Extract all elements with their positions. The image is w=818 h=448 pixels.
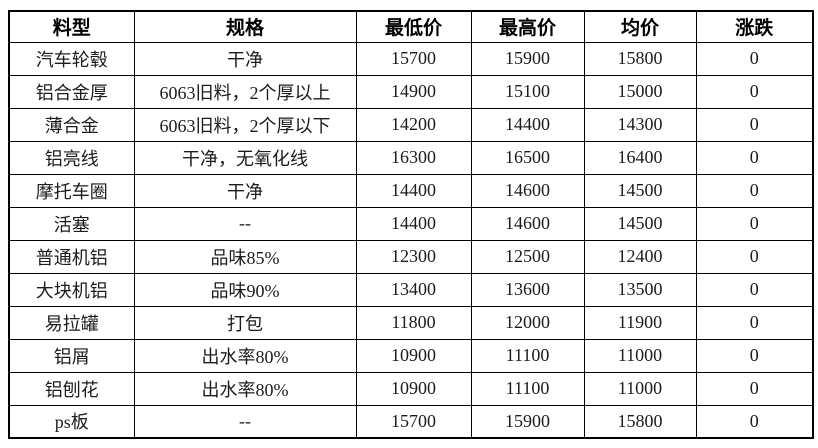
cell-min_price: 13400 (355, 272, 472, 307)
cell-material: 铝合金厚 (8, 74, 135, 109)
cell-max_price: 15900 (470, 41, 585, 76)
table-row: 易拉罐 打包 11800 12000 11900 0 (8, 305, 814, 340)
cell-max_price: 14400 (470, 107, 585, 142)
cell-min_price: 11800 (355, 305, 472, 340)
table-body: 汽车轮毂 干净 15700 15900 15800 0 铝合金厚 6063旧料，2个厚以上 14… (8, 41, 814, 439)
cell-max_price: 14600 (470, 206, 585, 241)
cell-avg_price: 11000 (583, 338, 697, 373)
cell-material: 普通机铝 (8, 239, 135, 274)
table-row: 铝合金厚 6063旧料，2个厚以上 14900 15100 15000 0 (8, 74, 814, 109)
cell-spec: 6063旧料，2个厚以下 (133, 107, 357, 142)
cell-material: 铝刨花 (8, 371, 135, 406)
cell-change: 0 (695, 272, 814, 307)
header-row: 料型 规格 最低价 最高价 均价 涨跌 (8, 10, 814, 43)
cell-avg_price: 11000 (583, 371, 697, 406)
cell-material: 铝屑 (8, 338, 135, 373)
cell-avg_price: 15800 (583, 41, 697, 76)
cell-min_price: 16300 (355, 140, 472, 175)
cell-change: 0 (695, 140, 814, 175)
cell-min_price: 14400 (355, 173, 472, 208)
cell-min_price: 14400 (355, 206, 472, 241)
cell-change: 0 (695, 173, 814, 208)
table-row: 普通机铝 品味85% 12300 12500 12400 0 (8, 239, 814, 274)
column-header-avg_price: 均价 (583, 10, 697, 43)
table-row: 铝刨花 出水率80% 10900 11100 11000 0 (8, 371, 814, 406)
cell-spec: 干净，无氧化线 (133, 140, 357, 175)
cell-spec: 6063旧料，2个厚以上 (133, 74, 357, 109)
cell-spec: 干净 (133, 41, 357, 76)
cell-material: 易拉罐 (8, 305, 135, 340)
cell-material: 薄合金 (8, 107, 135, 142)
cell-change: 0 (695, 239, 814, 274)
cell-spec: -- (133, 206, 357, 241)
cell-material: ps板 (8, 404, 135, 439)
table-row: 薄合金 6063旧料，2个厚以下 14200 14400 14300 0 (8, 107, 814, 142)
cell-max_price: 15100 (470, 74, 585, 109)
cell-change: 0 (695, 107, 814, 142)
cell-min_price: 14900 (355, 74, 472, 109)
cell-max_price: 11100 (470, 371, 585, 406)
cell-max_price: 16500 (470, 140, 585, 175)
cell-change: 0 (695, 404, 814, 439)
price-table: 料型 规格 最低价 最高价 均价 涨跌 汽车轮毂 干净 15700 15900 15800 0 铝合金… (8, 10, 814, 439)
cell-min_price: 14200 (355, 107, 472, 142)
table-row: 铝亮线 干净，无氧化线 16300 16500 16400 0 (8, 140, 814, 175)
cell-spec: -- (133, 404, 357, 439)
table-row: 活塞 -- 14400 14600 14500 0 (8, 206, 814, 241)
cell-min_price: 12300 (355, 239, 472, 274)
column-header-spec: 规格 (133, 10, 357, 43)
cell-avg_price: 15000 (583, 74, 697, 109)
cell-spec: 打包 (133, 305, 357, 340)
cell-material: 活塞 (8, 206, 135, 241)
cell-change: 0 (695, 305, 814, 340)
cell-max_price: 12000 (470, 305, 585, 340)
cell-avg_price: 14500 (583, 173, 697, 208)
cell-max_price: 12500 (470, 239, 585, 274)
cell-max_price: 15900 (470, 404, 585, 439)
column-header-change: 涨跌 (695, 10, 814, 43)
cell-spec: 品味90% (133, 272, 357, 307)
cell-change: 0 (695, 371, 814, 406)
cell-min_price: 15700 (355, 404, 472, 439)
cell-material: 摩托车圈 (8, 173, 135, 208)
cell-avg_price: 16400 (583, 140, 697, 175)
cell-max_price: 13600 (470, 272, 585, 307)
table-row: 摩托车圈 干净 14400 14600 14500 0 (8, 173, 814, 208)
table-row: 大块机铝 品味90% 13400 13600 13500 0 (8, 272, 814, 307)
cell-avg_price: 13500 (583, 272, 697, 307)
cell-material: 铝亮线 (8, 140, 135, 175)
cell-max_price: 14600 (470, 173, 585, 208)
cell-change: 0 (695, 206, 814, 241)
cell-change: 0 (695, 338, 814, 373)
column-header-material: 料型 (8, 10, 135, 43)
cell-material: 汽车轮毂 (8, 41, 135, 76)
table-row: 铝屑 出水率80% 10900 11100 11000 0 (8, 338, 814, 373)
cell-avg_price: 14500 (583, 206, 697, 241)
cell-change: 0 (695, 41, 814, 76)
cell-avg_price: 14300 (583, 107, 697, 142)
cell-avg_price: 12400 (583, 239, 697, 274)
column-header-max_price: 最高价 (470, 10, 585, 43)
cell-min_price: 10900 (355, 338, 472, 373)
cell-min_price: 10900 (355, 371, 472, 406)
cell-avg_price: 11900 (583, 305, 697, 340)
column-header-min_price: 最低价 (355, 10, 472, 43)
table-row: 汽车轮毂 干净 15700 15900 15800 0 (8, 41, 814, 76)
cell-spec: 出水率80% (133, 371, 357, 406)
cell-min_price: 15700 (355, 41, 472, 76)
cell-max_price: 11100 (470, 338, 585, 373)
table-row: ps板 -- 15700 15900 15800 0 (8, 404, 814, 439)
cell-material: 大块机铝 (8, 272, 135, 307)
cell-spec: 品味85% (133, 239, 357, 274)
cell-avg_price: 15800 (583, 404, 697, 439)
cell-spec: 出水率80% (133, 338, 357, 373)
cell-spec: 干净 (133, 173, 357, 208)
cell-change: 0 (695, 74, 814, 109)
